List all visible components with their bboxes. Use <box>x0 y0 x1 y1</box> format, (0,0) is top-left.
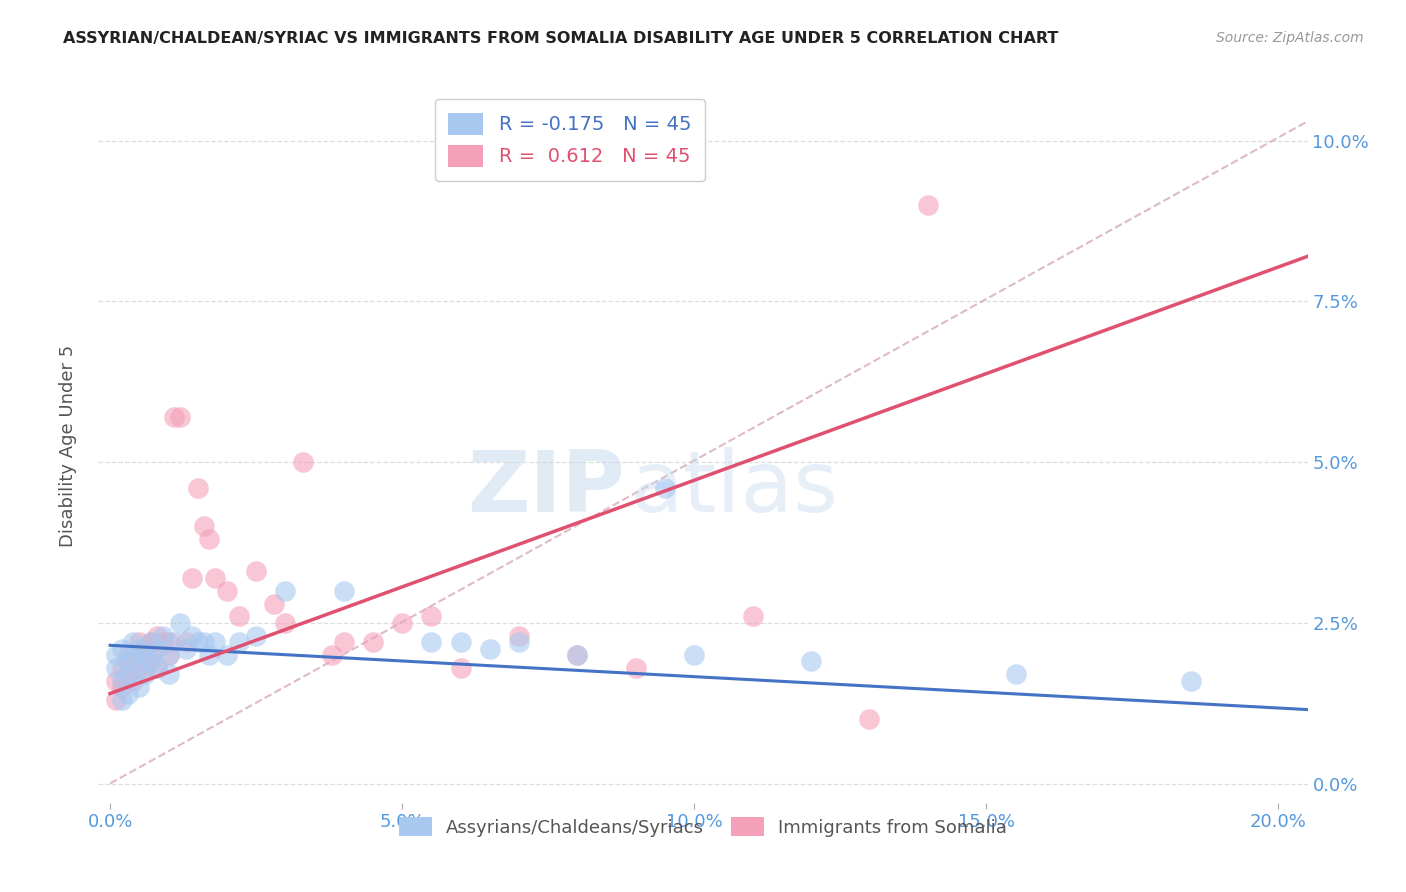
Point <box>478 641 501 656</box>
Point <box>180 571 202 585</box>
Point <box>198 533 221 547</box>
Point <box>104 661 127 675</box>
Point <box>1180 673 1202 688</box>
Point <box>174 641 197 656</box>
Y-axis label: Disability Age Under 5: Disability Age Under 5 <box>59 345 77 547</box>
Point <box>450 661 472 675</box>
Point <box>228 635 250 649</box>
Point <box>215 583 238 598</box>
Point <box>420 609 443 624</box>
Point <box>169 615 191 630</box>
Point <box>117 648 139 662</box>
Point <box>157 667 180 681</box>
Point <box>117 686 139 700</box>
Point <box>146 661 169 675</box>
Point <box>180 629 202 643</box>
Point <box>104 648 127 662</box>
Point <box>420 635 443 649</box>
Point <box>245 629 267 643</box>
Point <box>567 648 589 662</box>
Text: ZIP: ZIP <box>467 447 624 531</box>
Point <box>146 661 169 675</box>
Point <box>169 410 191 425</box>
Point <box>215 648 238 662</box>
Point <box>624 661 647 675</box>
Point <box>204 635 226 649</box>
Point <box>122 654 145 668</box>
Text: ASSYRIAN/CHALDEAN/SYRIAC VS IMMIGRANTS FROM SOMALIA DISABILITY AGE UNDER 5 CORRE: ASSYRIAN/CHALDEAN/SYRIAC VS IMMIGRANTS F… <box>63 31 1059 46</box>
Point <box>858 712 880 726</box>
Point <box>263 597 285 611</box>
Point <box>332 635 354 649</box>
Point <box>567 648 589 662</box>
Point <box>245 565 267 579</box>
Point <box>274 615 297 630</box>
Point <box>291 455 314 469</box>
Point <box>128 661 150 675</box>
Point <box>104 673 127 688</box>
Point <box>122 673 145 688</box>
Point <box>134 667 156 681</box>
Point <box>139 648 162 662</box>
Point <box>800 654 823 668</box>
Point <box>134 648 156 662</box>
Point <box>163 635 186 649</box>
Point <box>683 648 706 662</box>
Point <box>174 635 197 649</box>
Point <box>204 571 226 585</box>
Point <box>134 661 156 675</box>
Text: atlas: atlas <box>630 447 838 531</box>
Point <box>139 635 162 649</box>
Point <box>117 667 139 681</box>
Point <box>111 693 134 707</box>
Point <box>508 635 530 649</box>
Point <box>157 635 180 649</box>
Point <box>128 635 150 649</box>
Point <box>187 635 209 649</box>
Point <box>321 648 343 662</box>
Point <box>128 680 150 694</box>
Point <box>450 635 472 649</box>
Point <box>146 629 169 643</box>
Point <box>741 609 763 624</box>
Point <box>157 648 180 662</box>
Point <box>122 635 145 649</box>
Point <box>361 635 384 649</box>
Point <box>274 583 297 598</box>
Point <box>122 648 145 662</box>
Point <box>917 198 939 212</box>
Point <box>157 648 180 662</box>
Point <box>508 629 530 643</box>
Point <box>163 410 186 425</box>
Point <box>152 635 174 649</box>
Point <box>654 481 676 495</box>
Point <box>193 635 215 649</box>
Point <box>187 481 209 495</box>
Point <box>134 641 156 656</box>
Point <box>111 680 134 694</box>
Point <box>146 641 169 656</box>
Point <box>117 654 139 668</box>
Point <box>104 693 127 707</box>
Point <box>198 648 221 662</box>
Point <box>228 609 250 624</box>
Text: Source: ZipAtlas.com: Source: ZipAtlas.com <box>1216 31 1364 45</box>
Point <box>391 615 413 630</box>
Point <box>1004 667 1026 681</box>
Point <box>111 673 134 688</box>
Point <box>139 635 162 649</box>
Point <box>193 519 215 533</box>
Point <box>117 667 139 681</box>
Point <box>332 583 354 598</box>
Legend: Assyrians/Chaldeans/Syriacs, Immigrants from Somalia: Assyrians/Chaldeans/Syriacs, Immigrants … <box>392 810 1014 844</box>
Point <box>152 629 174 643</box>
Point <box>111 641 134 656</box>
Point <box>111 661 134 675</box>
Point <box>128 661 150 675</box>
Point <box>139 654 162 668</box>
Point <box>128 641 150 656</box>
